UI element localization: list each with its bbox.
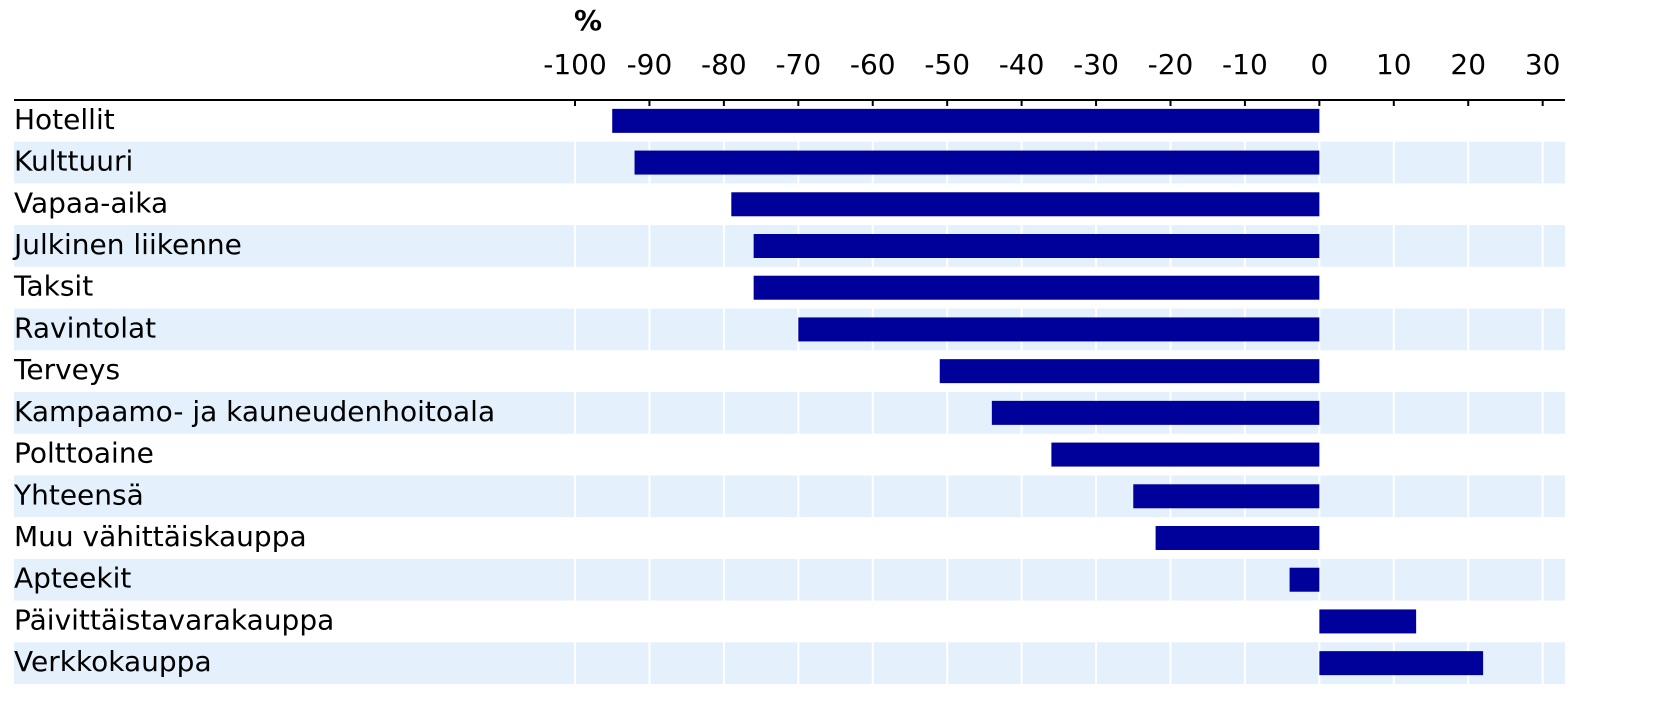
x-tick-label: -80 — [701, 48, 747, 81]
row-band — [14, 475, 1565, 518]
x-tick-label: -70 — [775, 48, 821, 81]
bar — [731, 192, 1320, 217]
y-tick-label: Ravintolat — [14, 311, 156, 344]
x-tick-label: -30 — [1073, 48, 1119, 81]
bar — [798, 317, 1320, 342]
bar — [991, 400, 1320, 425]
x-tick-label: 10 — [1376, 48, 1412, 81]
y-tick-label: Päivittäistavarakauppa — [14, 603, 334, 636]
y-tick-label: Yhteensä — [13, 478, 144, 511]
x-tick-label: -100 — [543, 48, 607, 81]
bar — [1155, 526, 1320, 550]
bar — [753, 234, 1320, 258]
bar — [634, 150, 1320, 175]
y-tick-label: Terveys — [13, 353, 120, 386]
y-tick-label: Hotellit — [14, 103, 115, 136]
row-band — [14, 308, 1565, 351]
bar — [1289, 567, 1320, 592]
y-tick-label: Apteekit — [14, 562, 131, 595]
x-tick-label: -50 — [924, 48, 970, 81]
bar — [1133, 484, 1320, 509]
bar — [939, 359, 1320, 384]
y-tick-label: Muu vähittäiskauppa — [14, 520, 307, 553]
y-tick-label: Taksit — [13, 270, 93, 303]
bar — [1319, 609, 1417, 634]
x-tick-label: -20 — [1148, 48, 1194, 81]
y-tick-label: Kulttuuri — [14, 145, 133, 178]
y-tick-label: Julkinen liikenne — [12, 228, 242, 261]
bar — [1051, 442, 1320, 467]
y-tick-label: Vapaa-aika — [14, 186, 168, 219]
x-tick-label: -40 — [999, 48, 1045, 81]
row-band — [14, 558, 1565, 601]
x-tick-label: 30 — [1525, 48, 1561, 81]
bar — [753, 275, 1320, 300]
x-tick-label: -10 — [1222, 48, 1268, 81]
bar — [612, 108, 1320, 133]
row-band — [14, 642, 1565, 684]
x-tick-label: 20 — [1450, 48, 1486, 81]
x-tick-label: -90 — [627, 48, 673, 81]
y-tick-label: Kampaamo- ja kauneudenhoitoala — [14, 395, 495, 428]
y-tick-label: Polttoaine — [14, 437, 154, 470]
x-tick-label: -60 — [850, 48, 896, 81]
bar — [1319, 651, 1484, 676]
y-tick-label: Verkkokauppa — [14, 645, 212, 678]
x-tick-label: 0 — [1310, 48, 1328, 81]
axis-unit: % — [574, 4, 602, 37]
